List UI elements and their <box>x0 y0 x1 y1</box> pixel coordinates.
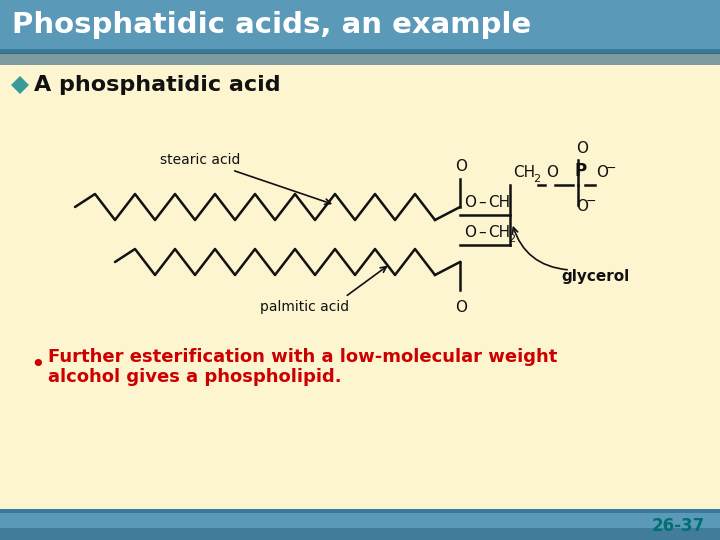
Text: Phosphatidic acids, an example: Phosphatidic acids, an example <box>12 11 531 39</box>
Text: alcohol gives a phospholipid.: alcohol gives a phospholipid. <box>48 368 341 386</box>
Text: CH: CH <box>488 225 510 240</box>
Text: 2: 2 <box>533 174 540 184</box>
Text: –: – <box>478 195 485 210</box>
Text: Further esterification with a low-molecular weight: Further esterification with a low-molecu… <box>48 348 557 366</box>
Text: glycerol: glycerol <box>561 269 629 285</box>
Text: O: O <box>576 141 588 156</box>
Text: O: O <box>576 199 588 214</box>
Bar <box>0 64 720 512</box>
Bar <box>0 0 720 50</box>
Text: −: − <box>586 195 596 208</box>
Text: CH: CH <box>488 195 510 210</box>
Text: O: O <box>546 165 558 180</box>
Bar <box>0 53 720 65</box>
Text: 2: 2 <box>508 234 515 244</box>
Text: −: − <box>606 162 616 175</box>
Text: O: O <box>464 225 476 240</box>
Text: palmitic acid: palmitic acid <box>261 300 350 314</box>
Bar <box>0 528 720 540</box>
Text: O: O <box>464 195 476 210</box>
Text: P: P <box>574 162 586 180</box>
Polygon shape <box>11 76 29 94</box>
Text: O: O <box>455 300 467 315</box>
Text: 26-37: 26-37 <box>652 517 705 535</box>
Text: O: O <box>455 159 467 174</box>
Bar <box>0 49 720 54</box>
Text: –: – <box>478 225 485 240</box>
Text: •: • <box>30 353 45 377</box>
Text: stearic acid: stearic acid <box>160 153 240 167</box>
Text: O: O <box>596 165 608 180</box>
Bar <box>0 512 720 540</box>
Text: A phosphatidic acid: A phosphatidic acid <box>34 75 281 95</box>
Bar <box>0 509 720 513</box>
Text: CH: CH <box>513 165 535 180</box>
